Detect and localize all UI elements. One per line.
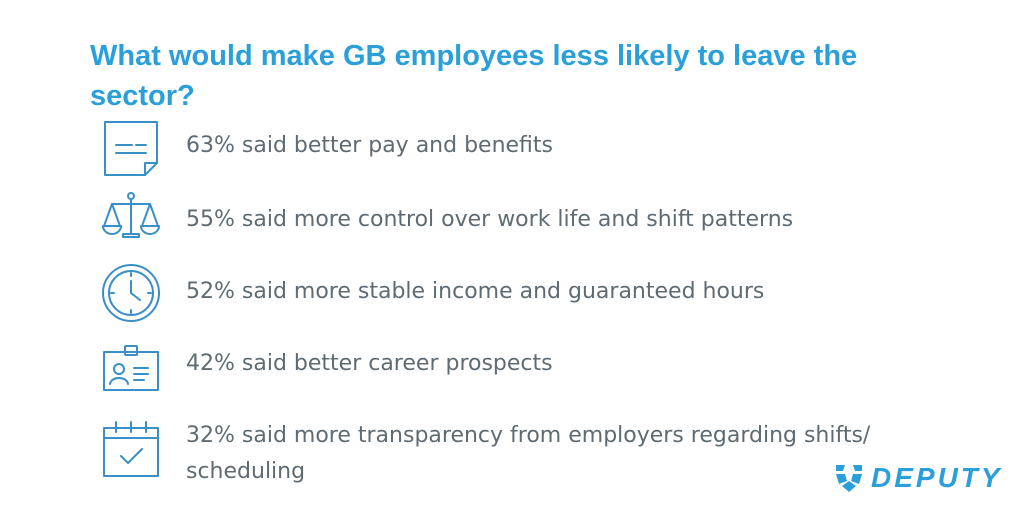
clock-icon — [100, 262, 162, 324]
deputy-logo-mark-icon — [836, 465, 862, 492]
list-item-text: 42% said better career prospects — [186, 351, 553, 376]
list-item: 42% said better career prospects — [100, 340, 886, 402]
list-item-text: 63% said better pay and benefits — [186, 133, 553, 158]
deputy-logo-text: DEPUTY — [871, 462, 1003, 493]
document-icon — [100, 118, 162, 180]
scales-icon — [100, 190, 162, 252]
deputy-logo: DEPUTY — [833, 462, 1003, 494]
id-badge-icon — [100, 340, 162, 402]
list-item: 55% said more control over work life and… — [100, 190, 886, 252]
list-item-text: 55% said more control over work life and… — [186, 207, 794, 232]
list-item: 63% said better pay and benefits — [100, 118, 886, 180]
calendar-check-icon — [100, 418, 162, 480]
list-item: 52% said more stable income and guarante… — [100, 262, 886, 324]
list-item-text: 32% said more transparency from employer… — [186, 423, 871, 484]
page-title: What would make GB employees less likely… — [90, 40, 858, 112]
list-item-text: 52% said more stable income and guarante… — [186, 279, 765, 304]
list-item: 32% said more transparency from employer… — [100, 418, 886, 490]
